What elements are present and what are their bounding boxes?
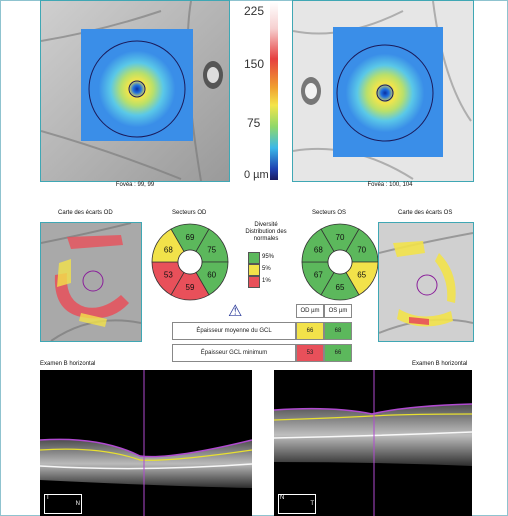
scale-tick-75: 75 <box>247 116 261 130</box>
os-sector-value-0: 70 <box>336 233 345 242</box>
os-deviation-map-title: Carte des écarts OS <box>398 210 453 216</box>
legend-swatch-green <box>248 252 260 264</box>
table-cell-od-min: 53 <box>296 344 324 362</box>
scale-tick-0: 0 µm <box>244 169 269 181</box>
right-bscan-title: Examen B horizontal <box>412 361 468 367</box>
left-bscan: T N <box>40 370 252 516</box>
left-bscan-graphic <box>40 370 252 516</box>
table-cell-od-avg: 66 <box>296 322 324 340</box>
table-row-label-avg: Épaisseur moyenne du GCL <box>172 322 296 340</box>
os-deviation-map <box>378 222 474 342</box>
legend-level-1: 1% <box>262 278 271 284</box>
table-cell-os-min: 66 <box>324 344 352 362</box>
scale-tick-150: 150 <box>244 57 265 71</box>
od-sector-value-1: 75 <box>207 246 216 255</box>
right-dir-a: N <box>280 495 285 501</box>
left-dir-b: N <box>75 501 80 507</box>
diversity-legend-title: Diversité Distribution des normales <box>245 222 287 242</box>
od-sector-value-0: 69 <box>186 233 195 242</box>
legend-level-5: 5% <box>262 266 271 272</box>
os-sectors-chart: 70 70 65 65 67 68 <box>301 223 379 301</box>
os-sector-value-1: 70 <box>357 246 366 255</box>
scale-tick-225: 225 <box>244 4 265 18</box>
os-sectors-title: Secteurs OS <box>312 210 347 216</box>
od-deviation-map-graphic <box>41 223 141 341</box>
left-dir-a: T <box>46 495 50 501</box>
table-header-os: OS µm <box>324 304 352 318</box>
left-bscan-title: Examen B horizontal <box>40 361 96 367</box>
diversity-legend: 95% 5% 1% <box>248 252 288 288</box>
warning-icon: ⚠ <box>228 303 243 320</box>
od-thickness-map-graphic <box>41 1 229 181</box>
od-sectors-title: Secteurs OD <box>172 210 207 216</box>
od-deviation-map <box>40 222 142 342</box>
left-direction-indicator: T N <box>44 494 82 514</box>
os-sector-value-3: 65 <box>336 283 345 292</box>
right-bscan-graphic <box>274 370 472 516</box>
os-sector-value-5: 68 <box>314 246 323 255</box>
legend-level-95: 95% <box>262 254 275 260</box>
os-deviation-map-graphic <box>379 223 473 341</box>
table-row-label-min: Épaisseur GCL minimum <box>172 344 296 362</box>
legend-swatch-yellow <box>248 264 260 276</box>
od-deviation-map-title: Carte des écarts OD <box>58 210 113 216</box>
od-sector-value-2: 60 <box>207 271 216 280</box>
os-thickness-map-graphic <box>293 1 473 181</box>
legend-swatch-red <box>248 276 260 288</box>
od-sector-value-4: 53 <box>164 271 173 280</box>
right-direction-indicator: N T <box>278 494 316 514</box>
od-thickness-map <box>40 0 230 182</box>
gcl-table: OD µm OS µm Épaisseur moyenne du GCL 66 … <box>172 304 352 364</box>
table-header-od: OD µm <box>296 304 324 318</box>
right-bscan: N T <box>274 370 472 516</box>
od-fovea-label: Fovéa : 99, 99 <box>115 182 155 188</box>
os-center <box>327 249 353 275</box>
os-sector-value-4: 67 <box>314 271 323 280</box>
od-sector-value-5: 68 <box>164 246 173 255</box>
od-sector-value-3: 59 <box>186 283 195 292</box>
os-fovea-label: Fovéa : 100, 104 <box>367 182 413 188</box>
thickness-scale-bar <box>270 2 278 180</box>
os-thickness-map <box>292 0 474 182</box>
table-cell-os-avg: 68 <box>324 322 352 340</box>
od-center <box>177 249 203 275</box>
right-dir-b: T <box>310 501 314 507</box>
os-sector-value-2: 65 <box>357 271 366 280</box>
od-sectors-chart: 69 75 60 59 53 68 <box>151 223 229 301</box>
